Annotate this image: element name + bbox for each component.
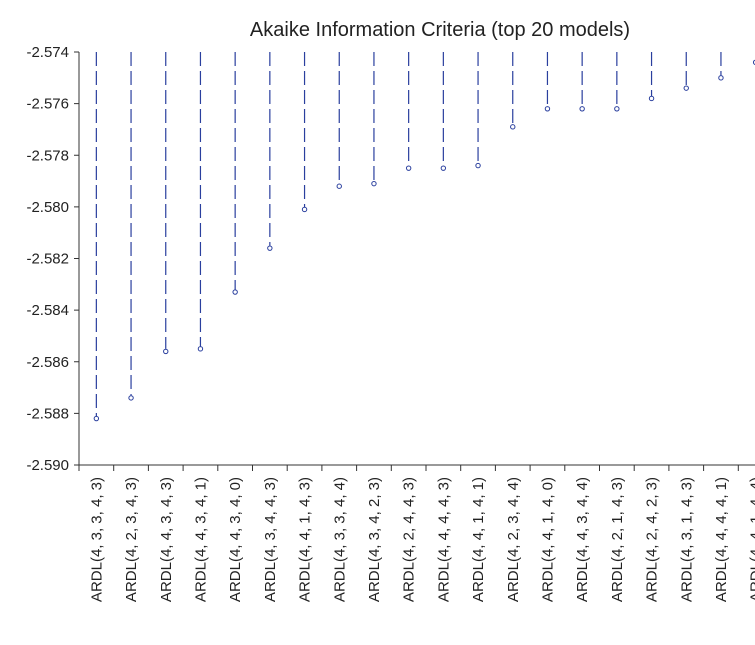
aic-point: [544, 106, 551, 112]
x-tick-label: ARDL(4, 3, 3, 4, 3): [88, 477, 105, 602]
y-tick-label: -2.574: [26, 44, 69, 61]
y-axis-ticks: -2.574 -2.576 -2.578 -2.580 -2.582 -2.584 -2.5…: [26, 44, 79, 474]
aic-point: [405, 165, 412, 171]
aic-point: [614, 106, 620, 112]
aic-point: [301, 206, 308, 213]
x-tick-label: ARDL(4, 4, 1, 4, 0): [539, 477, 556, 602]
y-tick-label: -2.582: [26, 251, 69, 268]
x-tick-label: ARDL(4, 3, 1, 4, 3): [678, 477, 695, 602]
x-tick-label: ARDL(4, 4, 4, 4, 3): [435, 477, 452, 602]
x-tick-label: ARDL(4, 2, 1, 4, 3): [609, 477, 626, 602]
y-tick-label: -2.580: [26, 199, 69, 216]
x-tick-label: ARDL(4, 3, 4, 2, 3): [366, 477, 383, 602]
aic-point: [648, 95, 655, 102]
x-tick-label: ARDL(4, 2, 3, 4, 3): [123, 477, 140, 602]
y-tick-label: -2.588: [26, 405, 69, 422]
x-tick-label: ARDL(4, 4, 1, 4, 3): [297, 477, 314, 602]
point-series: [93, 59, 755, 422]
aic-point: [128, 395, 134, 401]
x-tick-label: ARDL(4, 4, 1, 4, 4): [748, 477, 755, 602]
y-tick-label: -2.576: [26, 96, 69, 113]
x-tick-label: ARDL(4, 4, 3, 4, 3): [158, 477, 175, 602]
x-axis-ticks: ARDL(4, 3, 3, 4, 3) ARDL(4, 2, 3, 4, 3) AR…: [78, 465, 755, 602]
x-tick-label: ARDL(4, 4, 3, 4, 1): [192, 477, 209, 602]
x-tick-label: ARDL(4, 3, 4, 4, 3): [262, 477, 279, 602]
x-tick-label: ARDL(4, 4, 3, 4, 4): [574, 477, 591, 602]
aic-point: [579, 106, 585, 112]
stem-series: [95, 52, 722, 417]
aic-point: [371, 180, 377, 187]
x-tick-label: ARDL(4, 2, 3, 4, 4): [505, 477, 522, 602]
chart-title: Akaike Information Criteria (top 20 mode…: [250, 19, 630, 41]
x-tick-label: ARDL(4, 2, 4, 4, 3): [401, 477, 418, 602]
x-tick-label: ARDL(4, 4, 3, 4, 0): [227, 477, 244, 602]
aic-point: [475, 162, 481, 169]
y-tick-label: -2.578: [26, 147, 69, 164]
aic-point: [93, 415, 100, 422]
aic-point: [683, 85, 689, 91]
x-tick-label: ARDL(4, 4, 1, 4, 1): [470, 477, 487, 602]
aic-point: [510, 124, 516, 130]
aic-point: [232, 289, 238, 295]
y-tick-label: -2.590: [26, 457, 69, 474]
y-tick-label: -2.586: [26, 354, 69, 371]
x-tick-label: ARDL(4, 4, 4, 4, 1): [713, 477, 730, 602]
aic-point: [718, 75, 724, 81]
x-tick-label: ARDL(4, 2, 4, 2, 3): [644, 477, 661, 602]
aic-point: [267, 245, 273, 251]
aic-point: [440, 165, 447, 171]
x-tick-label: ARDL(4, 3, 3, 4, 4): [331, 477, 348, 602]
aic-point: [163, 348, 169, 355]
y-tick-label: -2.584: [26, 302, 69, 319]
aic-point: [336, 183, 342, 189]
aic-point: [197, 346, 204, 352]
